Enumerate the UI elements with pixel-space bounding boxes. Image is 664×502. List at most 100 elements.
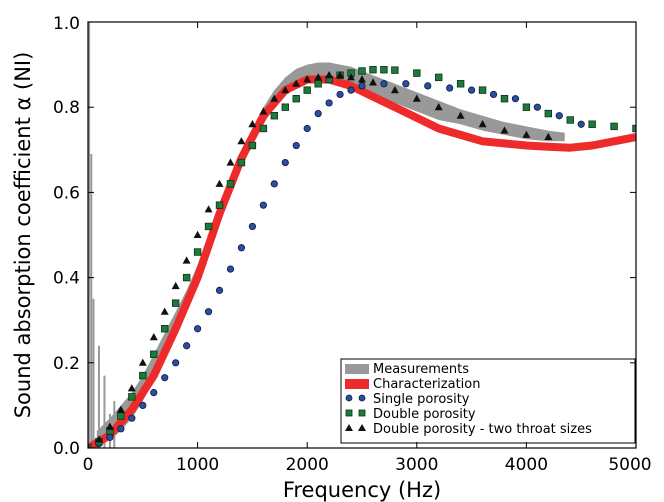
single-porosity-point xyxy=(150,389,158,397)
legend-swatch-characterization xyxy=(345,379,369,389)
y-tick-label: 0.2 xyxy=(53,354,80,374)
single-porosity-point xyxy=(106,433,114,441)
two-throat-point xyxy=(347,73,355,81)
double-porosity-point xyxy=(215,201,224,209)
single-porosity-point xyxy=(128,414,136,422)
two-throat-point xyxy=(138,358,147,366)
y-tick-label: 0.4 xyxy=(53,269,80,289)
double-porosity-point xyxy=(161,325,169,333)
double-porosity-point xyxy=(544,109,553,118)
x-tick-label: 2000 xyxy=(286,455,329,475)
two-throat-point xyxy=(193,230,202,238)
legend-label-double-porosity: Double porosity xyxy=(373,407,476,422)
two-throat-point xyxy=(215,179,224,187)
legend-swatch-single xyxy=(345,394,353,402)
x-tick-label: 3000 xyxy=(395,455,438,475)
single-porosity-point xyxy=(161,374,169,382)
double-porosity-point xyxy=(248,141,257,150)
two-throat-point xyxy=(95,435,103,443)
two-throat-point xyxy=(116,405,125,413)
double-porosity-point xyxy=(259,124,268,133)
single-porosity-point xyxy=(270,180,278,188)
legend-swatches xyxy=(345,364,369,431)
double-porosity-point xyxy=(182,273,191,282)
legend-label-characterization: Characterization xyxy=(373,377,481,392)
single-porosity-point xyxy=(226,265,235,273)
single-porosity-point xyxy=(292,141,300,150)
two-throat-point xyxy=(160,307,169,315)
double-porosity-point xyxy=(193,248,202,256)
x-tick-label: 1000 xyxy=(176,455,219,475)
y-tick-labels: 0.0 0.2 0.4 0.6 0.8 1.0 xyxy=(53,14,80,459)
two-throat-point xyxy=(248,120,257,128)
legend-swatch-two-throat xyxy=(345,424,353,431)
double-porosity-point xyxy=(369,66,377,74)
legend-swatch-double xyxy=(358,409,366,417)
single-porosity-point xyxy=(314,109,322,118)
two-throat-point xyxy=(281,86,290,94)
legend: Measurements Characterization Single por… xyxy=(340,358,636,444)
legend-box xyxy=(340,358,636,444)
two-throat-point xyxy=(358,75,366,83)
single-porosity-point xyxy=(303,124,311,133)
two-throat-point xyxy=(259,107,268,115)
single-porosity-point xyxy=(402,80,410,88)
axes-frame xyxy=(87,21,637,449)
double-porosity-point xyxy=(632,124,636,133)
y-tick-label: 0.6 xyxy=(53,183,80,203)
double-porosity-point xyxy=(478,86,487,94)
double-porosity-point xyxy=(292,94,300,103)
two-throat-point xyxy=(500,126,509,134)
double-porosity-point xyxy=(270,112,279,120)
x-tick-label: 5000 xyxy=(608,455,651,475)
two-throat-point xyxy=(434,103,443,111)
two-throat-point xyxy=(237,137,246,145)
double-porosity-point xyxy=(281,103,289,111)
y-tick-label: 0.8 xyxy=(53,98,80,118)
double-porosity-point xyxy=(435,73,443,82)
single-porosity-point xyxy=(325,99,333,107)
single-porosity-point xyxy=(380,80,388,88)
single-porosity-point xyxy=(489,90,498,99)
single-porosity-point xyxy=(259,201,267,209)
single-porosity-point xyxy=(446,84,454,92)
two-throat-point xyxy=(456,111,465,119)
single-porosity-point xyxy=(139,401,147,409)
two-throat-point xyxy=(303,75,312,83)
legend-swatch-two-throat xyxy=(358,424,366,431)
two-throat-point xyxy=(127,384,136,392)
double-porosity-point xyxy=(566,116,574,124)
y-axis-label: Sound absorption coefficient α (NI) xyxy=(11,52,35,419)
single-porosity-point xyxy=(467,86,476,94)
legend-label-two-throat: Double porosity - two throat sizes xyxy=(373,422,592,437)
legend-label-single-porosity: Single porosity xyxy=(373,392,470,407)
y-tick-label: 0.0 xyxy=(53,439,80,459)
y-tick-label: 1.0 xyxy=(53,14,80,34)
double-porosity-point xyxy=(303,86,311,94)
single-porosity-point xyxy=(237,244,246,252)
two-throat-point xyxy=(226,158,235,166)
two-throat-point xyxy=(182,256,191,264)
x-tick-labels: 0 1000 2000 3000 4000 5000 xyxy=(83,455,652,475)
two-throat-point xyxy=(390,86,399,94)
two-throat-point xyxy=(204,205,213,213)
two-throat-point xyxy=(270,94,279,102)
two-throat-point xyxy=(544,132,553,140)
legend-swatch-measurements xyxy=(345,364,369,374)
legend-swatch-double xyxy=(345,409,353,417)
double-porosity-point xyxy=(314,80,322,88)
double-porosity-point xyxy=(380,66,388,74)
single-porosity-point xyxy=(204,308,213,316)
single-porosity-point xyxy=(555,112,563,120)
single-porosity-point xyxy=(183,342,191,350)
single-porosity-point xyxy=(533,103,541,111)
double-porosity-point xyxy=(413,69,421,77)
two-throat-point xyxy=(171,281,180,290)
double-porosity-point xyxy=(88,444,92,448)
legend-swatch-single xyxy=(358,394,366,402)
single-porosity-point xyxy=(248,222,256,231)
double-porosity-point xyxy=(522,103,531,111)
two-throat-point xyxy=(478,120,487,128)
two-throat-point xyxy=(336,71,345,79)
